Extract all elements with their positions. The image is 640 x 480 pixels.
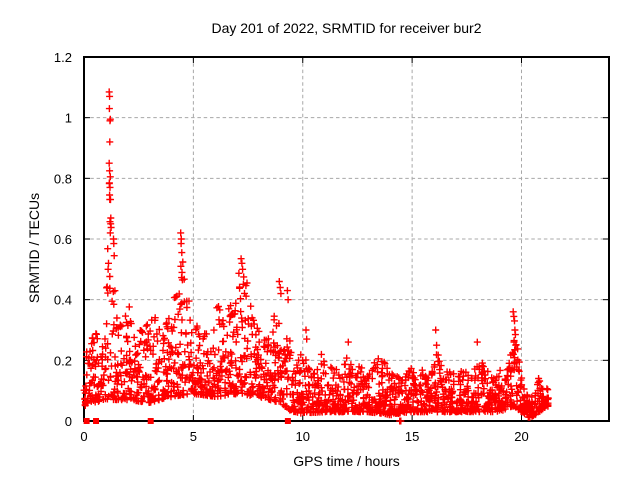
y-tick-label: 1.2 xyxy=(54,50,72,65)
data-points xyxy=(80,88,552,425)
y-tick-label: 0.4 xyxy=(54,293,72,308)
x-tick-label: 10 xyxy=(296,429,310,444)
y-tick-label: 0.2 xyxy=(54,353,72,368)
zero-flag-square xyxy=(284,418,291,424)
x-tick-label: 5 xyxy=(190,429,197,444)
y-tick-labels: 0 0.2 0.4 0.6 0.8 1 1.2 xyxy=(54,50,72,429)
x-axis-label: GPS time / hours xyxy=(293,453,400,469)
x-tick-label: 0 xyxy=(80,429,87,444)
x-tick-label: 15 xyxy=(405,429,419,444)
zero-flag-square xyxy=(83,418,90,424)
plot-border xyxy=(83,56,610,422)
x-tick-label: 20 xyxy=(514,429,528,444)
y-axis-label: SRMTID / TECUs xyxy=(26,192,42,304)
zero-flag-markers xyxy=(83,418,291,424)
chart-title: Day 201 of 2022, SRMTID for receiver bur… xyxy=(211,20,482,36)
x-tick-labels: 0 5 10 15 20 xyxy=(80,429,528,444)
y-tick-label: 0.8 xyxy=(54,171,72,186)
y-tick-label: 0.6 xyxy=(54,232,72,247)
y-tick-label: 1 xyxy=(65,111,72,126)
y-tick-label: 0 xyxy=(65,414,72,429)
zero-flag-square xyxy=(93,418,100,424)
zero-flag-square xyxy=(147,418,154,424)
